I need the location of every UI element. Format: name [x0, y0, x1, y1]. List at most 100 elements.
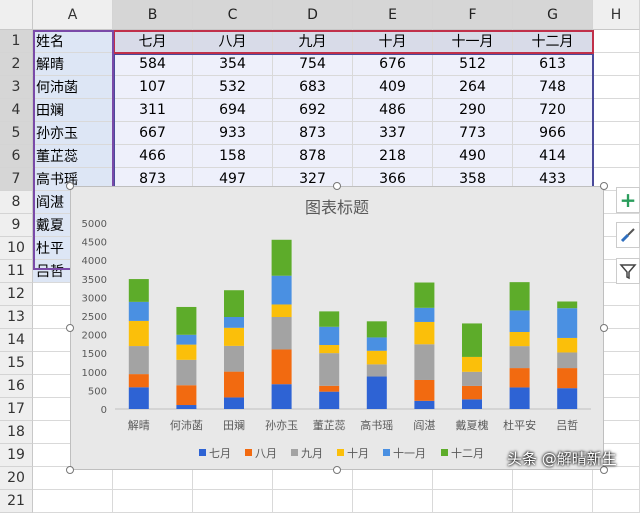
resize-handle-top-right[interactable]	[600, 182, 608, 190]
resize-handle-right[interactable]	[600, 324, 608, 332]
resize-handle-top[interactable]	[333, 182, 341, 190]
cell[interactable]	[593, 99, 640, 122]
row-header-16[interactable]: 16	[0, 375, 33, 398]
row-header-14[interactable]: 14	[0, 329, 33, 352]
cell[interactable]	[513, 490, 593, 513]
value-cell[interactable]: 667	[113, 122, 193, 145]
cell[interactable]	[273, 490, 353, 513]
row-header-20[interactable]: 20	[0, 467, 33, 490]
row-header-10[interactable]: 10	[0, 237, 33, 260]
value-cell[interactable]: 158	[193, 145, 273, 168]
value-cell[interactable]: 358	[433, 168, 513, 191]
row-header-3[interactable]: 3	[0, 76, 33, 99]
value-cell[interactable]: 409	[353, 76, 433, 99]
row-header-21[interactable]: 21	[0, 490, 33, 513]
cell[interactable]	[433, 490, 513, 513]
value-cell[interactable]: 414	[513, 145, 593, 168]
row-header-5[interactable]: 5	[0, 122, 33, 145]
value-cell[interactable]: 512	[433, 53, 513, 76]
value-cell[interactable]: 466	[113, 145, 193, 168]
cell[interactable]	[193, 490, 273, 513]
column-header-c[interactable]: C	[193, 0, 273, 30]
row-header-13[interactable]: 13	[0, 306, 33, 329]
chart-elements-button[interactable]: +	[616, 187, 640, 213]
value-cell[interactable]: 218	[353, 145, 433, 168]
value-cell[interactable]: 933	[193, 122, 273, 145]
row-header-19[interactable]: 19	[0, 444, 33, 467]
value-cell[interactable]: 532	[193, 76, 273, 99]
cell[interactable]	[593, 145, 640, 168]
column-header-d[interactable]: D	[273, 0, 353, 30]
value-cell[interactable]: 873	[273, 122, 353, 145]
row-header-6[interactable]: 6	[0, 145, 33, 168]
column-header-b[interactable]: B	[113, 0, 193, 30]
row-header-15[interactable]: 15	[0, 352, 33, 375]
value-cell[interactable]: 486	[353, 99, 433, 122]
cell[interactable]	[593, 76, 640, 99]
cell[interactable]	[113, 490, 193, 513]
resize-handle-bottom-left[interactable]	[66, 466, 74, 474]
row-header-12[interactable]: 12	[0, 283, 33, 306]
column-header-g[interactable]: G	[513, 0, 593, 30]
value-cell[interactable]: 264	[433, 76, 513, 99]
cell[interactable]	[593, 122, 640, 145]
row-header-8[interactable]: 8	[0, 191, 33, 214]
row-header-9[interactable]: 9	[0, 214, 33, 237]
name-cell[interactable]: 何沛菡	[33, 76, 113, 99]
column-header-h[interactable]: H	[593, 0, 640, 30]
value-cell[interactable]: 720	[513, 99, 593, 122]
value-cell[interactable]: 754	[273, 53, 353, 76]
row-header-11[interactable]: 11	[0, 260, 33, 283]
cell[interactable]	[593, 30, 640, 53]
resize-handle-top-left[interactable]	[66, 182, 74, 190]
value-cell[interactable]: 748	[513, 76, 593, 99]
header-cell-month[interactable]: 七月	[113, 30, 193, 53]
header-cell-month[interactable]: 十月	[353, 30, 433, 53]
select-all-corner[interactable]	[0, 0, 33, 30]
value-cell[interactable]: 337	[353, 122, 433, 145]
row-header-18[interactable]: 18	[0, 421, 33, 444]
value-cell[interactable]: 290	[433, 99, 513, 122]
chart-filters-button[interactable]	[616, 258, 640, 284]
row-header-7[interactable]: 7	[0, 168, 33, 191]
value-cell[interactable]: 692	[273, 99, 353, 122]
cell[interactable]	[33, 490, 113, 513]
value-cell[interactable]: 878	[273, 145, 353, 168]
value-cell[interactable]: 433	[513, 168, 593, 191]
name-cell[interactable]: 董芷蕊	[33, 145, 113, 168]
value-cell[interactable]: 311	[113, 99, 193, 122]
value-cell[interactable]: 966	[513, 122, 593, 145]
cell[interactable]	[593, 490, 640, 513]
resize-handle-left[interactable]	[66, 324, 74, 332]
row-header-4[interactable]: 4	[0, 99, 33, 122]
column-header-a[interactable]: A	[33, 0, 113, 30]
cell[interactable]	[353, 490, 433, 513]
column-header-f[interactable]: F	[433, 0, 513, 30]
value-cell[interactable]: 676	[353, 53, 433, 76]
cell[interactable]	[593, 53, 640, 76]
header-cell-name[interactable]: 姓名	[33, 30, 113, 53]
row-header-17[interactable]: 17	[0, 398, 33, 421]
header-cell-month[interactable]: 十一月	[433, 30, 513, 53]
value-cell[interactable]: 354	[193, 53, 273, 76]
value-cell[interactable]: 683	[273, 76, 353, 99]
value-cell[interactable]: 490	[433, 145, 513, 168]
row-header-2[interactable]: 2	[0, 53, 33, 76]
row-header-1[interactable]: 1	[0, 30, 33, 53]
header-cell-month[interactable]: 九月	[273, 30, 353, 53]
value-cell[interactable]: 613	[513, 53, 593, 76]
name-cell[interactable]: 解晴	[33, 53, 113, 76]
value-cell[interactable]: 694	[193, 99, 273, 122]
header-cell-month[interactable]: 八月	[193, 30, 273, 53]
name-cell[interactable]: 孙亦玉	[33, 122, 113, 145]
chart-styles-button[interactable]	[616, 222, 640, 248]
resize-handle-bottom[interactable]	[333, 466, 341, 474]
value-cell[interactable]: 773	[433, 122, 513, 145]
name-cell[interactable]: 田斓	[33, 99, 113, 122]
chart-area[interactable]: 图表标题 0 500 1000 1500 2000 2500 3000 3500 4000 4500…	[70, 186, 604, 470]
header-cell-month[interactable]: 十二月	[513, 30, 593, 53]
value-cell[interactable]: 584	[113, 53, 193, 76]
value-cell[interactable]: 107	[113, 76, 193, 99]
resize-handle-bottom-right[interactable]	[600, 466, 608, 474]
